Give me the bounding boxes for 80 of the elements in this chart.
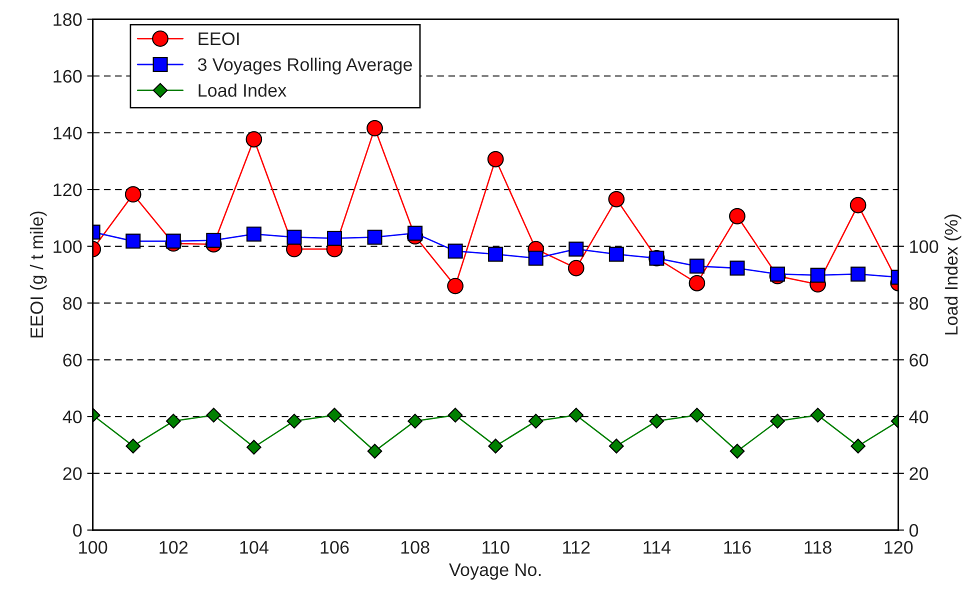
point <box>810 268 826 283</box>
point <box>326 230 342 246</box>
point <box>166 414 181 429</box>
point <box>366 120 383 136</box>
x-tick-label: 106 <box>320 540 349 554</box>
x-tick-label: 112 <box>563 540 590 554</box>
y2-tick-label: 80 <box>910 296 928 310</box>
x-axis-title: Voyage No. <box>448 564 541 580</box>
x-tick-label: 116 <box>724 540 751 554</box>
x-tick-label: 110 <box>482 540 510 554</box>
y2-tick-label: 40 <box>909 410 928 424</box>
point <box>690 408 704 423</box>
point <box>488 438 504 454</box>
y-tick-label: 180 <box>54 13 82 26</box>
y-tick-label: 160 <box>54 70 82 83</box>
point <box>810 408 826 423</box>
x-tick-label: 118 <box>804 540 832 554</box>
y-tick-label: 20 <box>63 467 82 480</box>
x-tick-label: 100 <box>79 540 108 554</box>
point <box>608 190 625 208</box>
y-tick-label: 120 <box>54 183 82 196</box>
point <box>528 414 544 429</box>
y-tick-label: 140 <box>54 126 82 140</box>
point <box>850 266 866 282</box>
point <box>246 226 262 242</box>
point <box>408 414 422 429</box>
point <box>246 131 262 148</box>
point <box>367 444 382 459</box>
point <box>327 408 342 423</box>
point <box>448 408 463 423</box>
x-tick-label: 114 <box>644 541 671 554</box>
point <box>206 408 222 423</box>
x-tick-label: 104 <box>240 540 268 554</box>
y-tick-label: 100 <box>54 240 82 253</box>
legend-label: Load Index <box>198 84 286 97</box>
x-tick-label: 108 <box>401 540 430 554</box>
point <box>488 246 504 262</box>
y-tick-label: 0 <box>73 524 82 537</box>
point <box>770 414 785 429</box>
point <box>568 242 584 257</box>
y2-tick-label: 20 <box>910 467 928 480</box>
point <box>688 274 706 292</box>
point <box>246 440 262 455</box>
point <box>286 414 302 429</box>
point <box>608 246 624 262</box>
point <box>448 244 463 259</box>
point <box>126 234 141 249</box>
point <box>729 208 746 224</box>
y-axis-title: EEOI (g / t mile) <box>30 212 47 338</box>
point <box>166 234 181 249</box>
y2-axis-title: Load Index (%) <box>944 214 962 334</box>
point <box>447 278 464 294</box>
point <box>608 438 624 454</box>
point <box>408 226 423 241</box>
point <box>689 258 704 274</box>
point <box>568 260 584 276</box>
y2-tick-label: 0 <box>909 524 918 537</box>
point <box>730 444 745 459</box>
point <box>286 230 302 245</box>
point <box>528 250 544 266</box>
point <box>206 232 222 248</box>
y-tick-label: 40 <box>62 410 82 424</box>
y2-tick-label: 100 <box>910 240 938 253</box>
point <box>568 408 584 423</box>
x-tick-label: 120 <box>884 540 913 554</box>
point <box>126 438 141 454</box>
point <box>730 260 745 276</box>
point <box>850 438 866 454</box>
y-tick-label: 80 <box>63 296 82 310</box>
point <box>367 230 382 245</box>
point <box>649 414 664 429</box>
y2-tick-label: 60 <box>910 354 928 367</box>
point <box>124 186 142 203</box>
legend-label: EEOI <box>198 32 239 46</box>
point <box>770 266 786 282</box>
legend-label: 3 Voyages Rolling Average <box>198 58 412 75</box>
y-tick-label: 60 <box>63 354 82 367</box>
point <box>850 196 866 214</box>
x-tick-label: 102 <box>160 540 188 554</box>
point <box>487 150 504 168</box>
